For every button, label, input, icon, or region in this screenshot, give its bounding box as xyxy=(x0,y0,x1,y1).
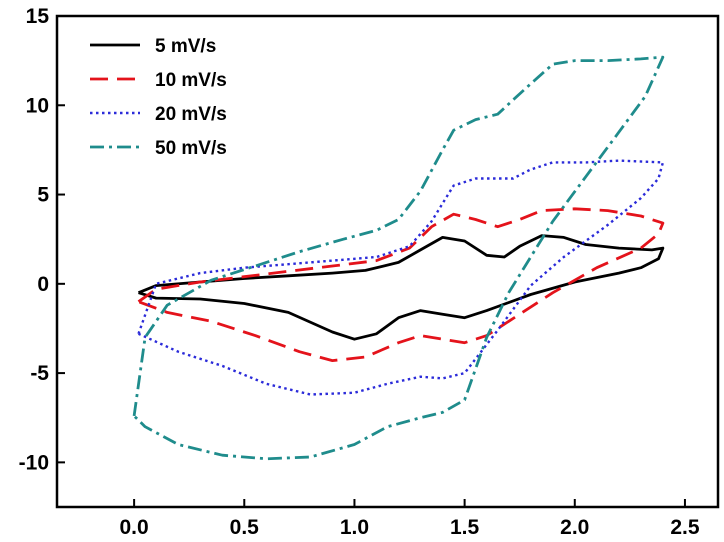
series-line-3 xyxy=(137,159,665,396)
legend-label-2: 10 mV/s xyxy=(155,70,227,91)
x-tick-label: 2.0 xyxy=(560,516,589,539)
legend-label-1: 5 mV/s xyxy=(155,36,216,57)
legend-label-3: 20 mV/s xyxy=(155,104,227,125)
axis-ticks: 0.0 0.5 1.0 1.5 2.0 2.5 -10 -5 0 5 10 15 xyxy=(19,5,700,539)
y-tick-label: -10 xyxy=(19,451,49,474)
series-line-2 xyxy=(137,207,665,362)
x-tick-label: 1.5 xyxy=(450,516,480,539)
y-tick-label: 0 xyxy=(37,273,49,296)
y-tick-label: 5 xyxy=(37,184,49,207)
series-layer xyxy=(132,55,665,461)
x-tick-label: 2.5 xyxy=(670,516,700,539)
series-line-4 xyxy=(132,55,665,461)
y-tick-label: -5 xyxy=(30,362,49,385)
legend: 5 mV/s 10 mV/s 20 mV/s 50 mV/s xyxy=(90,36,227,159)
legend-label-4: 50 mV/s xyxy=(155,138,227,159)
x-tick-label: 1.0 xyxy=(340,516,369,539)
y-tick-label: 10 xyxy=(26,94,49,117)
y-tick-label: 15 xyxy=(26,5,50,28)
series-line-1 xyxy=(137,234,665,341)
x-tick-label: 0.0 xyxy=(120,516,149,539)
plot-frame xyxy=(55,14,720,509)
x-tick-label: 0.5 xyxy=(230,516,260,539)
